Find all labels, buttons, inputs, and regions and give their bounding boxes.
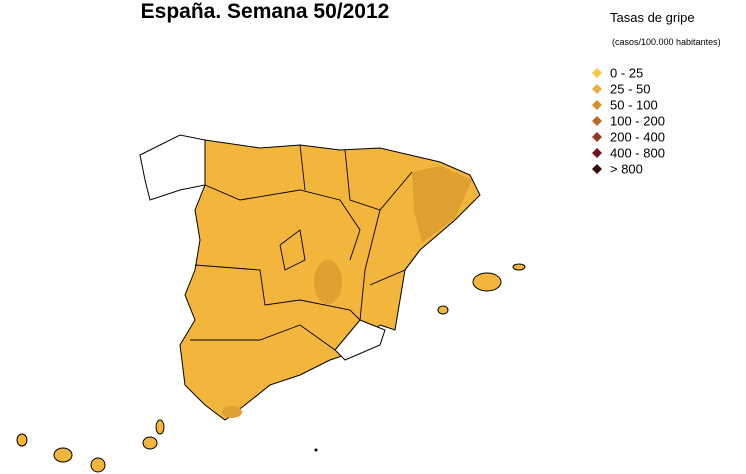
shade [314,260,342,304]
legend-swatch [592,164,602,174]
legend-swatch [592,132,602,142]
legend-swatch [592,116,602,126]
islet [314,448,318,452]
border [279,229,306,271]
border [359,209,381,321]
island [437,305,449,315]
border [204,184,361,261]
border [190,324,336,351]
shade [222,406,242,418]
border [369,249,421,286]
legend-swatch [592,68,602,78]
island [155,419,165,435]
legend-label: 25 - 50 [610,81,650,96]
catalonia [412,166,472,243]
border [194,264,361,321]
island [512,263,526,271]
murcia [334,319,386,361]
galicia [139,134,206,201]
legend-label: 0 - 25 [610,65,643,80]
legend-label: > 800 [610,161,643,176]
island [90,457,106,473]
legend-subtitle: (casos/100.000 habitantes) [612,37,721,47]
island [472,272,502,292]
border [344,149,413,211]
legend-label: 200 - 400 [610,129,665,144]
legend-swatch [592,84,602,94]
island [53,447,73,463]
legend-label: 100 - 200 [610,113,665,128]
island [142,436,158,450]
island [16,433,28,447]
legend-swatch [592,100,602,110]
legend-swatch [592,148,602,158]
map [16,134,526,473]
border [299,144,306,191]
legend-label: 400 - 800 [610,145,665,160]
map-title: España. Semana 50/2012 [141,0,390,23]
legend-title: Tasas de gripe [610,10,695,25]
legend-label: 50 - 100 [610,97,658,112]
